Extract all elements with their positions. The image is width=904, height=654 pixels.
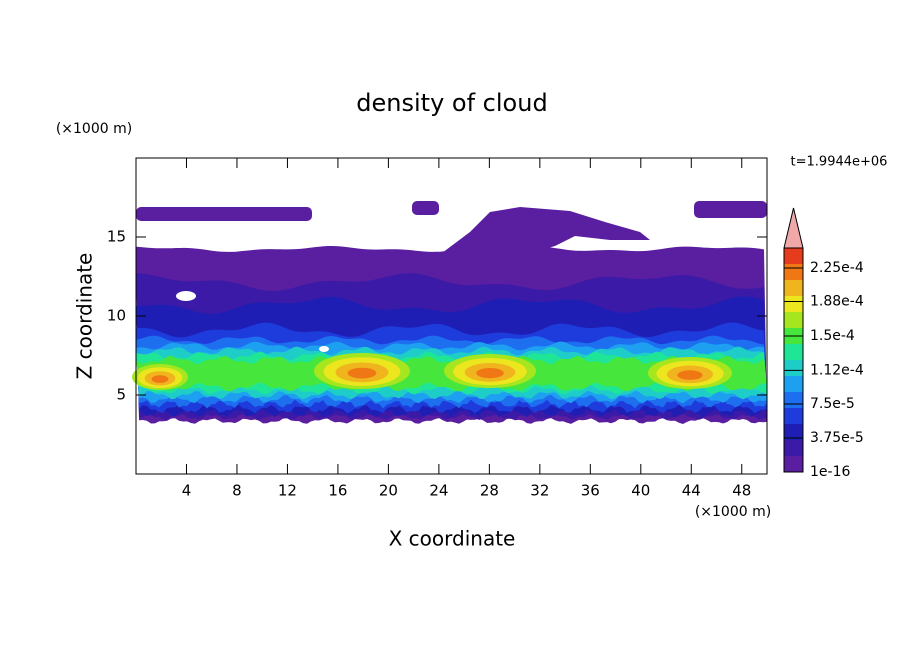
x-tick-label: 8 bbox=[232, 482, 242, 500]
colorbar-tick-label: 1.88e-4 bbox=[810, 294, 864, 310]
x-tick-label: 20 bbox=[379, 482, 398, 500]
contour-band bbox=[151, 375, 169, 383]
colorbar-tick-label: 1.12e-4 bbox=[810, 362, 864, 378]
colorbar-tick-label: 1.5e-4 bbox=[810, 328, 855, 344]
colorbar-tick-label: 2.25e-4 bbox=[810, 260, 864, 276]
x-tick-label: 36 bbox=[581, 482, 600, 500]
time-label: t=1.9944e+06 bbox=[791, 155, 888, 170]
contour-band bbox=[476, 368, 504, 379]
chart-title: density of cloud bbox=[356, 89, 547, 117]
x-axis-label: X coordinate bbox=[389, 527, 516, 551]
contour-band bbox=[694, 201, 767, 218]
contour-band bbox=[412, 201, 439, 215]
colorbar-segment bbox=[784, 376, 803, 392]
y-tick-label: 15 bbox=[107, 228, 126, 246]
colorbar-segment bbox=[784, 456, 803, 472]
colorbar-extension bbox=[783, 207, 804, 249]
contour-hole bbox=[319, 346, 329, 352]
x-tick-label: 24 bbox=[429, 482, 448, 500]
colorbar-tick-label: 3.75e-5 bbox=[810, 430, 864, 446]
x-tick-label: 40 bbox=[631, 482, 650, 500]
y-unit: (×1000 m) bbox=[56, 121, 132, 137]
x-tick-label: 12 bbox=[278, 482, 297, 500]
contour-band bbox=[347, 367, 377, 379]
colorbar-tick-label: 7.5e-5 bbox=[810, 396, 855, 412]
x-unit: (×1000 m) bbox=[695, 504, 771, 520]
colorbar-segment bbox=[784, 440, 803, 456]
contour-band bbox=[136, 207, 312, 221]
colorbar-segment bbox=[784, 344, 803, 360]
colorbar-segment bbox=[784, 248, 803, 264]
x-tick-label: 44 bbox=[682, 482, 701, 500]
x-tick-label: 28 bbox=[480, 482, 499, 500]
colorbar-segment bbox=[784, 408, 803, 424]
y-tick-label: 10 bbox=[107, 307, 126, 325]
colorbar-segment bbox=[784, 312, 803, 328]
x-tick-label: 32 bbox=[530, 482, 549, 500]
colorbar-segment bbox=[784, 296, 803, 312]
contour-field bbox=[132, 201, 767, 424]
colorbar-tick-label: 1e-16 bbox=[810, 464, 850, 480]
colorbar-segment bbox=[784, 360, 803, 376]
x-tick-label: 48 bbox=[732, 482, 751, 500]
contour-band bbox=[677, 370, 703, 380]
y-tick-label: 5 bbox=[116, 386, 126, 404]
x-tick-label: 16 bbox=[328, 482, 347, 500]
y-axis-label: Z coordinate bbox=[73, 253, 97, 380]
colorbar-segment bbox=[784, 392, 803, 408]
x-tick-label: 4 bbox=[182, 482, 192, 500]
contour-hole bbox=[176, 291, 196, 301]
colorbar-segment bbox=[784, 424, 803, 440]
colorbar-segment bbox=[784, 264, 803, 280]
colorbar-segment bbox=[784, 280, 803, 296]
